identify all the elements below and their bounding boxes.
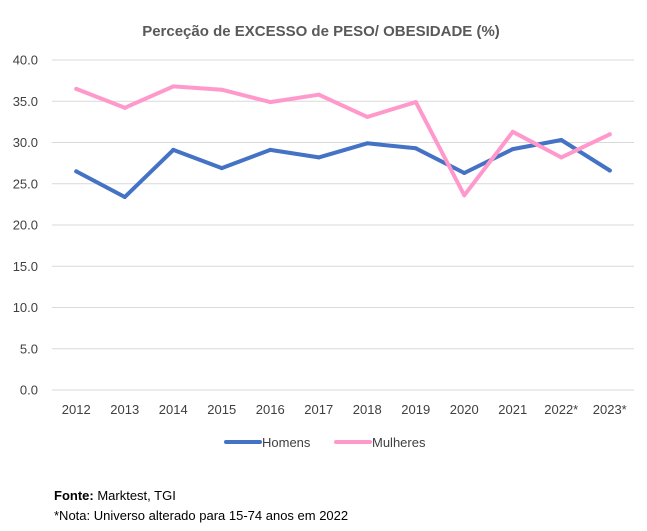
data-point-mulheres	[462, 193, 467, 198]
data-point-homens	[462, 171, 467, 176]
x-tick-label: 2022*	[544, 402, 578, 417]
x-tick-label: 2020	[450, 402, 479, 417]
data-point-homens	[268, 147, 273, 152]
x-tick-label: 2019	[401, 402, 430, 417]
universe-note: *Nota: Universo alterado para 15-74 anos…	[54, 508, 349, 523]
y-tick-label: 10.0	[13, 300, 38, 315]
source-value: Marktest, TGI	[93, 488, 176, 503]
x-tick-label: 2021	[498, 402, 527, 417]
y-tick-label: 40.0	[13, 53, 38, 68]
x-tick-label: 2017	[304, 402, 333, 417]
y-tick-label: 35.0	[13, 94, 38, 109]
grid	[52, 59, 634, 391]
data-point-homens	[413, 146, 418, 151]
data-point-homens	[316, 155, 321, 160]
data-point-mulheres	[413, 100, 418, 105]
data-point-homens	[74, 169, 79, 174]
series	[74, 84, 612, 199]
x-tick-label: 2023*	[593, 402, 627, 417]
source-label: Fonte:	[54, 488, 94, 503]
x-tick-label: 2012	[62, 402, 91, 417]
y-tick-label: 0.0	[20, 383, 38, 398]
data-point-mulheres	[316, 92, 321, 97]
series-line-mulheres	[74, 84, 612, 198]
chart-title: Perceção de EXCESSO de PESO/ OBESIDADE (…	[142, 23, 500, 40]
x-tick-label: 2015	[207, 402, 236, 417]
data-point-homens	[365, 141, 370, 146]
y-tick-label: 25.0	[13, 176, 38, 191]
x-tick-label: 2018	[353, 402, 382, 417]
data-point-homens	[607, 168, 612, 173]
x-tick-label: 2014	[159, 402, 188, 417]
data-point-homens	[171, 147, 176, 152]
data-point-homens	[122, 194, 127, 199]
data-point-mulheres	[268, 100, 273, 105]
data-point-mulheres	[171, 84, 176, 89]
data-point-homens	[559, 138, 564, 143]
y-tick-label: 15.0	[13, 259, 38, 274]
source-note: Fonte: Marktest, TGI *Nota: Universo alt…	[54, 486, 348, 526]
data-point-mulheres	[219, 87, 224, 92]
y-axis-ticks: 0.0 5.0 10.0 15.0 20.0 25.0 30.0 35.0 40.0	[13, 53, 38, 398]
y-tick-label: 5.0	[20, 341, 38, 356]
data-point-mulheres	[74, 86, 79, 91]
data-point-mulheres	[607, 132, 612, 137]
data-point-mulheres	[510, 129, 515, 134]
source-line: Fonte: Marktest, TGI	[54, 486, 348, 506]
y-tick-label: 30.0	[13, 135, 38, 150]
data-point-mulheres	[365, 114, 370, 119]
data-point-mulheres	[559, 155, 564, 160]
legend-label-homens: Homens	[262, 435, 311, 450]
series-line-homens	[74, 138, 612, 199]
legend: Homens Mulheres	[224, 435, 426, 450]
legend-label-mulheres: Mulheres	[372, 435, 426, 450]
y-tick-label: 20.0	[13, 218, 38, 233]
x-tick-label: 2013	[110, 402, 139, 417]
data-point-mulheres	[122, 105, 127, 110]
data-point-homens	[510, 147, 515, 152]
data-point-homens	[219, 166, 224, 171]
x-axis-ticks: 2012 2013 2014 2015 2016 2017 2018 2019 2020 2021…	[62, 402, 627, 417]
x-tick-label: 2016	[256, 402, 285, 417]
